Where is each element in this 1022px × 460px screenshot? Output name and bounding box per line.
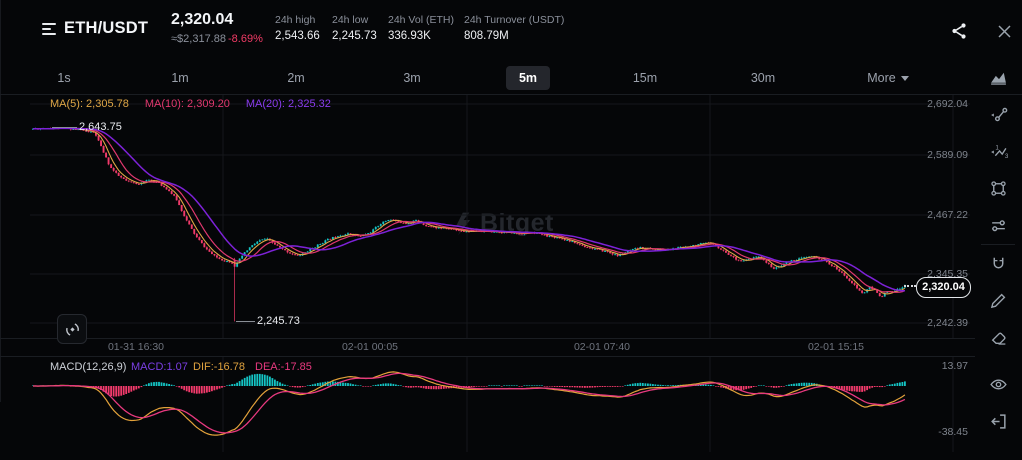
stat-24h-turnover-usdt-: 24h Turnover (USDT) 808.79M — [464, 14, 564, 42]
pencil-icon[interactable] — [985, 287, 1011, 313]
low-annotation: 2,245.73 — [257, 315, 300, 327]
more-label: More — [867, 71, 896, 85]
circular-arrows-icon — [65, 322, 79, 336]
chart-gridlines — [30, 95, 970, 452]
time-axis-label: 02-01 00:05 — [341, 341, 399, 353]
macd-value: MACD:1.07 — [131, 361, 188, 373]
last-price-badge[interactable]: 2,320.04 — [916, 277, 971, 298]
stat-value: 808.79M — [464, 30, 509, 42]
chevron-down-icon — [900, 76, 909, 82]
timeframe-tab-1m[interactable]: 1m — [171, 71, 189, 85]
fiat-price: ≈$2,317.88 — [171, 33, 226, 45]
time-axis-label: 01-31 16:30 — [107, 341, 165, 353]
high-annotation: 2,643.75 — [79, 121, 122, 133]
timeframe-tab-5m[interactable]: 5m — [506, 66, 550, 90]
rect-shape-icon[interactable] — [985, 175, 1011, 201]
stat-label: 24h high — [275, 14, 316, 26]
price-axis-label: 2,692.04 — [927, 98, 968, 110]
timeframe-tab-1s[interactable]: 1s — [57, 71, 71, 85]
stat-value: 2,245.73 — [332, 30, 377, 42]
svg-text:1: 1 — [995, 144, 999, 151]
ma20-value: MA(20): 2,325.32 — [245, 98, 331, 110]
ma10-value: MA(10): 2,309.20 — [144, 98, 230, 110]
price-axis-label: 2,242.39 — [927, 317, 968, 329]
ma5-value: MA(5): 2,305.78 — [50, 98, 129, 110]
menu-icon[interactable] — [42, 23, 58, 37]
dif-value: DIF:-16.78 — [193, 361, 245, 373]
stat-24h-high: 24h high 2,543.66 — [275, 14, 320, 42]
stat-label: 24h Vol (ETH) — [388, 14, 454, 26]
last-price: 2,320.04 — [171, 11, 234, 28]
stat-value: 2,543.66 — [275, 30, 320, 42]
timeframe-tabs: 1s 1m 2m 3m 5m 15m 30m — [0, 62, 975, 94]
ma-legend: MA(5): 2,305.78 MA(10): 2,309.20 MA(20):… — [50, 98, 331, 110]
dea-value: DEA:-17.85 — [255, 361, 312, 373]
stat-24h-vol-eth-: 24h Vol (ETH) 336.93K — [388, 14, 454, 42]
timeframe-more-button[interactable]: More — [856, 66, 920, 90]
bitget-logo-icon — [456, 212, 471, 235]
high-annotation-line — [52, 127, 77, 128]
sidebar-divider — [0, 0, 1, 402]
indicator-settings-icon[interactable] — [985, 212, 1011, 238]
trend-line-icon[interactable] — [985, 101, 1011, 127]
stat-24h-low: 24h low 2,245.73 — [332, 14, 377, 42]
time-axis-label: 02-01 15:15 — [807, 341, 865, 353]
divider — [0, 356, 975, 357]
candles-layer — [32, 127, 906, 322]
stat-value: 336.93K — [388, 30, 431, 42]
candlestick-chart[interactable] — [30, 95, 970, 452]
magnet-icon[interactable] — [985, 250, 1011, 276]
divider — [0, 338, 975, 339]
divider — [0, 94, 1022, 95]
eraser-icon[interactable] — [985, 324, 1011, 350]
change-24h: -8.69% — [228, 33, 263, 45]
macd-title: MACD(12,26,9) — [50, 361, 127, 373]
price-axis-label: 2,467.22 — [927, 209, 968, 221]
area-chart-icon[interactable] — [985, 64, 1011, 90]
macd-axis-min: -38.45 — [938, 426, 968, 438]
timeframe-tab-30m[interactable]: 30m — [750, 71, 776, 85]
wave-pattern-icon[interactable]: 13 — [985, 138, 1011, 164]
low-annotation-line — [236, 321, 255, 322]
svg-text:3: 3 — [1004, 152, 1007, 159]
stat-label: 24h low — [332, 14, 369, 26]
share-icon[interactable] — [948, 21, 970, 41]
last-price-dotted-line — [904, 285, 916, 287]
sidebar-separator — [981, 244, 1015, 245]
pair-title: ETH/USDT — [64, 19, 149, 37]
price-axis-label: 2,589.09 — [927, 149, 968, 161]
chart-mode-button[interactable] — [57, 314, 87, 344]
eye-icon[interactable] — [985, 371, 1011, 397]
macd-layer — [32, 371, 906, 436]
exit-icon[interactable] — [985, 408, 1011, 434]
macd-axis-max: 13.97 — [941, 360, 968, 372]
timeframe-tab-15m[interactable]: 15m — [632, 71, 658, 85]
timeframe-tab-3m[interactable]: 3m — [403, 71, 421, 85]
moving-averages-layer — [32, 127, 906, 295]
close-icon[interactable] — [994, 21, 1014, 41]
timeframe-tab-2m[interactable]: 2m — [287, 71, 305, 85]
stat-label: 24h Turnover (USDT) — [464, 14, 565, 26]
time-axis-label: 02-01 07:40 — [573, 341, 631, 353]
